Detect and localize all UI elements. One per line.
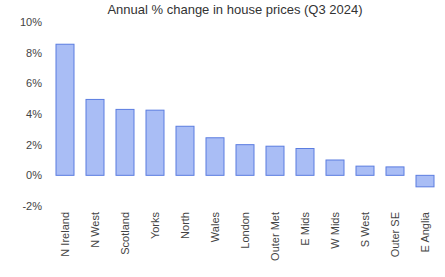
y-tick-label: 2% (26, 139, 42, 151)
y-tick-label: 10% (20, 16, 42, 28)
x-tick-label: Scotland (119, 212, 131, 255)
bar (296, 149, 314, 176)
x-tick-label: E Anglia (419, 211, 431, 252)
x-tick-label: Outer SE (389, 212, 401, 257)
bar (86, 99, 104, 175)
x-tick-label: Yorks (149, 212, 161, 240)
bar (326, 160, 344, 175)
y-tick-label: 6% (26, 77, 42, 89)
x-tick-label: London (239, 212, 251, 249)
x-tick-label: N Ireland (59, 212, 71, 257)
bar (56, 44, 74, 175)
bar (356, 166, 374, 175)
y-tick-label: 4% (26, 108, 42, 120)
bar (386, 167, 404, 175)
bars (56, 44, 434, 187)
chart-svg: Annual % change in house prices (Q3 2024… (0, 0, 445, 277)
x-tick-label: Wales (209, 212, 221, 243)
y-tick-label: -2% (22, 200, 42, 212)
y-tick-label: 0% (26, 169, 42, 181)
x-tick-label: North (179, 212, 191, 239)
bar (416, 175, 434, 187)
x-tick-label: E Mids (299, 212, 311, 246)
x-tick-label: W Mids (329, 212, 341, 249)
title: Annual % change in house prices (Q3 2024… (107, 2, 362, 17)
chart-container: Annual % change in house prices (Q3 2024… (0, 0, 445, 277)
bar (116, 109, 134, 175)
y-tick-label: 8% (26, 47, 42, 59)
x-tick-label: N West (89, 212, 101, 248)
x-tick-label: Outer Met (269, 212, 281, 261)
bar (236, 145, 254, 176)
bar (146, 110, 164, 175)
bar (176, 126, 194, 175)
x-tick-label: S West (359, 212, 371, 247)
bar (206, 138, 224, 176)
bar (266, 146, 284, 175)
